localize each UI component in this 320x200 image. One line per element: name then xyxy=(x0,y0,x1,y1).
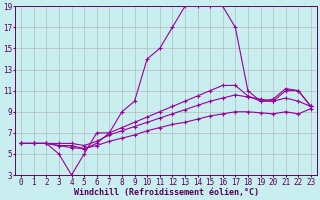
X-axis label: Windchill (Refroidissement éolien,°C): Windchill (Refroidissement éolien,°C) xyxy=(74,188,259,197)
